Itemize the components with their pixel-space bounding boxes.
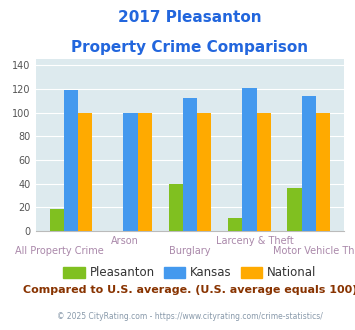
Text: All Property Crime: All Property Crime (15, 246, 103, 256)
Bar (138, 113, 152, 231)
Bar (197, 113, 211, 231)
Bar (169, 184, 183, 231)
Bar (257, 113, 271, 231)
Text: Larceny & Theft: Larceny & Theft (217, 236, 294, 246)
Text: © 2025 CityRating.com - https://www.cityrating.com/crime-statistics/: © 2025 CityRating.com - https://www.city… (57, 312, 323, 321)
Bar (302, 96, 316, 231)
Bar (228, 218, 242, 231)
Text: Property Crime Comparison: Property Crime Comparison (71, 40, 308, 54)
Bar (123, 113, 138, 231)
Bar (64, 90, 78, 231)
Bar (316, 113, 330, 231)
Bar (78, 113, 92, 231)
Text: Arson: Arson (110, 236, 138, 246)
Bar (50, 209, 64, 231)
Text: Burglary: Burglary (169, 246, 211, 256)
Text: Compared to U.S. average. (U.S. average equals 100): Compared to U.S. average. (U.S. average … (23, 285, 355, 295)
Bar (242, 88, 257, 231)
Text: 2017 Pleasanton: 2017 Pleasanton (118, 10, 262, 25)
Bar (288, 188, 302, 231)
Text: Motor Vehicle Theft: Motor Vehicle Theft (273, 246, 355, 256)
Bar (183, 98, 197, 231)
Legend: Pleasanton, Kansas, National: Pleasanton, Kansas, National (59, 262, 321, 284)
